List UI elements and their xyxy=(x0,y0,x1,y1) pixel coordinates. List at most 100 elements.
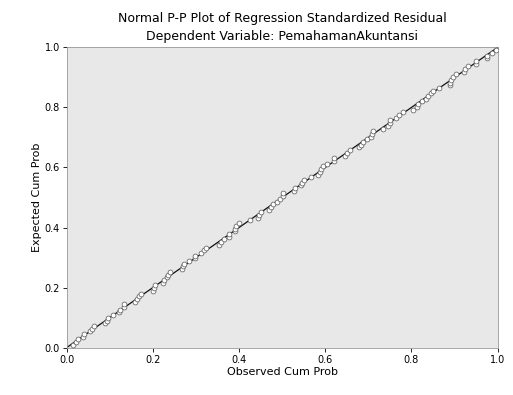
Point xyxy=(330,155,339,162)
Point xyxy=(72,339,81,345)
Point xyxy=(163,274,171,280)
Point xyxy=(300,177,308,183)
Point xyxy=(447,77,455,83)
Point xyxy=(392,115,400,121)
Point xyxy=(418,98,426,105)
Point xyxy=(461,66,469,72)
Point xyxy=(256,209,265,216)
Point xyxy=(191,252,200,259)
Point xyxy=(323,160,331,167)
Point xyxy=(254,214,262,221)
Point xyxy=(231,223,240,229)
Point xyxy=(120,304,128,310)
Point xyxy=(329,158,338,164)
Point xyxy=(159,280,167,286)
Point xyxy=(413,104,422,110)
Point xyxy=(317,166,325,172)
Point xyxy=(359,139,367,145)
Point xyxy=(202,245,210,251)
Point xyxy=(273,198,281,205)
Point xyxy=(363,136,371,143)
Point xyxy=(435,85,443,91)
Point xyxy=(319,163,327,169)
Point xyxy=(369,128,377,134)
Point xyxy=(196,250,205,256)
Point xyxy=(150,282,159,289)
Point xyxy=(427,90,436,96)
Point xyxy=(452,71,460,77)
Point xyxy=(90,323,98,329)
Point xyxy=(355,144,363,150)
Point xyxy=(368,131,376,137)
Point xyxy=(231,228,239,235)
Point xyxy=(179,263,187,270)
Point xyxy=(460,69,468,75)
Title: Normal P-P Plot of Regression Standardized Residual
Dependent Variable: Pemahama: Normal P-P Plot of Regression Standardiz… xyxy=(118,13,446,43)
Point xyxy=(74,336,83,342)
Point xyxy=(265,207,273,213)
Point xyxy=(235,220,243,226)
Point xyxy=(289,188,298,194)
Point xyxy=(116,307,124,313)
Point xyxy=(135,293,143,299)
Point xyxy=(384,123,392,129)
Point xyxy=(275,196,284,202)
Point xyxy=(246,217,254,224)
Point xyxy=(69,342,77,348)
Point xyxy=(269,201,277,207)
Point xyxy=(424,93,432,99)
Point xyxy=(216,239,225,245)
Point xyxy=(297,182,305,188)
Point xyxy=(379,125,387,132)
Point xyxy=(386,117,394,124)
Point xyxy=(190,255,199,261)
Point xyxy=(415,101,423,107)
Point xyxy=(104,315,112,321)
Point xyxy=(101,320,109,326)
Point xyxy=(88,325,96,332)
Point xyxy=(86,328,94,335)
Point xyxy=(181,261,189,267)
Point xyxy=(472,60,480,67)
Point xyxy=(220,236,228,243)
Point xyxy=(164,271,172,278)
Point xyxy=(298,179,306,186)
Point xyxy=(399,109,407,115)
Point xyxy=(346,147,354,153)
Point xyxy=(225,233,233,240)
Point xyxy=(429,88,437,94)
Point xyxy=(103,318,111,324)
Y-axis label: Expected Cum Prob: Expected Cum Prob xyxy=(32,143,42,252)
Point xyxy=(80,331,88,337)
Point xyxy=(291,185,300,191)
Point xyxy=(267,204,275,210)
Point xyxy=(120,301,128,307)
Point xyxy=(307,174,315,181)
Point xyxy=(446,82,454,88)
X-axis label: Observed Cum Prob: Observed Cum Prob xyxy=(227,367,338,377)
Point xyxy=(215,242,223,248)
Point xyxy=(449,74,458,80)
Point xyxy=(109,312,117,318)
Point xyxy=(166,269,174,275)
Point xyxy=(231,226,240,232)
Point xyxy=(177,266,186,272)
Point xyxy=(385,120,393,126)
Point xyxy=(409,106,417,113)
Point xyxy=(80,334,88,340)
Point xyxy=(200,247,208,254)
Point xyxy=(394,112,403,118)
Point xyxy=(279,190,287,197)
Point xyxy=(472,58,480,64)
Point xyxy=(313,171,322,178)
Point xyxy=(341,152,349,159)
Point xyxy=(488,50,496,56)
Point xyxy=(225,231,233,237)
Point xyxy=(279,193,287,199)
Point xyxy=(255,212,263,218)
Point xyxy=(357,141,365,148)
Point xyxy=(149,288,157,294)
Point xyxy=(150,285,158,291)
Point xyxy=(115,309,123,316)
Point xyxy=(130,299,139,305)
